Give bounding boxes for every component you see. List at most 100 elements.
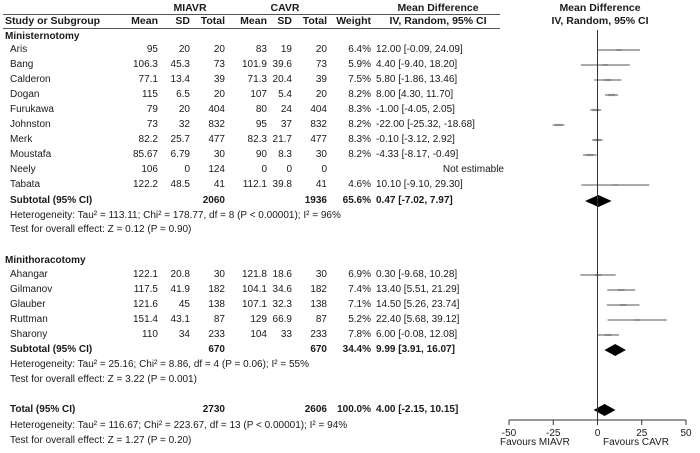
- cell-weight: 8.3%: [348, 134, 371, 145]
- cell-sd2: 34.6: [272, 284, 292, 295]
- cell-total2: 832: [310, 119, 327, 130]
- cell-total1: 87: [213, 314, 225, 325]
- study-square: [586, 153, 594, 157]
- cell-total2: 73: [315, 59, 327, 70]
- cell-sd1: 45: [178, 299, 190, 310]
- study-ci-text: -22.00 [-25.32, -18.68]: [376, 119, 475, 130]
- cell-sd2: 24: [280, 104, 292, 115]
- subtotal-ci-text: 0.47 [-7.02, 7.97]: [376, 195, 453, 206]
- cell-sd2: 37: [280, 119, 292, 130]
- study-square: [612, 184, 619, 186]
- cell-sd1: 20: [178, 104, 190, 115]
- study-name: Dogan: [10, 89, 40, 100]
- cell-total2: 41: [315, 179, 327, 190]
- cell-total1: 477: [208, 134, 225, 145]
- cell-mean2: 95: [255, 119, 267, 130]
- cell-mean1: 115: [142, 89, 158, 100]
- cell-sd2: 8.3: [278, 149, 292, 160]
- md-header-title: Mean Difference: [397, 2, 479, 14]
- cell-mean1: 121.6: [132, 299, 158, 310]
- cell-sd2: 39.8: [272, 179, 292, 190]
- col-total1-header: Total: [200, 15, 225, 27]
- plot-header-title: Mean Difference: [559, 2, 641, 14]
- x-tick-label: 0: [595, 428, 601, 439]
- subtotal-total1: 2060: [202, 195, 225, 206]
- cell-mean1: 122.2: [132, 179, 158, 190]
- cell-mean2: 107.1: [241, 299, 267, 310]
- cell-total1: 182: [208, 284, 225, 295]
- subgroup-title: Minithoracotomy: [5, 255, 86, 266]
- overall-effect-text: Test for overall effect: Z = 3.22 (P = 0…: [10, 374, 197, 385]
- cell-sd2: 66.9: [272, 314, 292, 325]
- cell-mean2: 71.3: [247, 74, 267, 85]
- cell-sd2: 19: [280, 44, 292, 55]
- subtotal-weight: 34.4%: [342, 344, 371, 355]
- study-name: Neely: [10, 164, 36, 175]
- study-name: Gilmanov: [10, 284, 53, 295]
- total-total1: 2730: [202, 404, 225, 415]
- subtotal-label: Subtotal (95% CI): [10, 195, 93, 206]
- study-square: [555, 123, 563, 127]
- cell-mean2: 112.1: [242, 179, 267, 190]
- study-ci-text: 4.40 [-9.40, 18.20]: [376, 59, 458, 70]
- subgroup-title: Ministernotomy: [5, 31, 80, 42]
- cell-total2: 404: [310, 104, 327, 115]
- col-study-header: Study or Subgroup: [5, 15, 101, 27]
- cell-mean2: 104: [250, 329, 267, 340]
- cell-mean2: 129: [250, 314, 267, 325]
- cell-sd2: 20.4: [272, 74, 292, 85]
- study-name: Furukawa: [10, 104, 54, 115]
- study-square: [592, 108, 600, 112]
- heterogeneity-text: Heterogeneity: Tau² = 25.16; Chi² = 8.86…: [10, 359, 309, 370]
- cell-sd2: 39.6: [272, 59, 292, 70]
- cell-total1: 124: [208, 164, 225, 175]
- study-ci-text: 0.30 [-9.68, 10.28]: [376, 269, 458, 280]
- study-square: [619, 303, 627, 307]
- cell-total1: 39: [213, 74, 225, 85]
- study-square: [615, 49, 622, 51]
- cell-sd1: 48.5: [170, 179, 190, 190]
- col-mean2-header: Mean: [240, 15, 267, 27]
- cell-weight: 7.5%: [348, 74, 371, 85]
- study-ci-text: 8.00 [4.30, 11.70]: [376, 89, 454, 100]
- cell-weight: 5.9%: [348, 59, 371, 70]
- subtotal-label: Subtotal (95% CI): [10, 344, 93, 355]
- cell-weight: 8.2%: [348, 149, 371, 160]
- header-divider-bottom: [3, 28, 500, 29]
- cell-mean1: 117.5: [133, 284, 158, 295]
- md-header-subtitle: IV, Random, 95% CI: [389, 15, 487, 27]
- total-ci-text: 4.00 [-2.15, 10.15]: [376, 404, 459, 415]
- col-mean1-header: Mean: [131, 15, 158, 27]
- total-heterogeneity-text: Heterogeneity: Tau² = 116.67; Chi² = 223…: [10, 420, 348, 431]
- group2-header: CAVR: [270, 2, 300, 14]
- study-name: Moustafa: [10, 149, 52, 160]
- total-label: Total (95% CI): [10, 404, 76, 415]
- study-name: Aris: [10, 44, 28, 55]
- study-ci-text: 6.00 [-0.08, 12.08]: [376, 329, 458, 340]
- cell-sd1: 20: [178, 44, 190, 55]
- col-weight-header: Weight: [336, 15, 371, 27]
- cell-sd1: 45.3: [170, 59, 190, 70]
- study-ci-text: Not estimable: [442, 164, 504, 175]
- cell-sd1: 13.4: [170, 74, 190, 85]
- cell-sd2: 33: [280, 329, 292, 340]
- cell-sd1: 43.1: [170, 314, 190, 325]
- cell-sd2: 32.3: [272, 299, 292, 310]
- study-ci-text: 13.40 [5.51, 21.29]: [376, 284, 460, 295]
- cell-total2: 30: [315, 269, 327, 280]
- cell-mean2: 90: [255, 149, 267, 160]
- study-name: Bang: [10, 59, 34, 70]
- cell-mean2: 80: [255, 104, 267, 115]
- cell-weight: 7.4%: [348, 284, 371, 295]
- study-name: Ahangar: [10, 269, 48, 280]
- cell-total2: 0: [321, 164, 327, 175]
- cell-total2: 39: [315, 74, 327, 85]
- cell-total2: 477: [310, 134, 327, 145]
- cell-mean1: 106: [141, 164, 158, 175]
- study-name: Tabata: [10, 179, 41, 190]
- study-ci-text: -4.33 [-8.17, -0.49]: [376, 149, 459, 160]
- cell-sd1: 41.9: [170, 284, 190, 295]
- cell-mean1: 110: [142, 329, 158, 340]
- cell-sd1: 25.7: [170, 134, 190, 145]
- cell-sd1: 6.79: [170, 149, 190, 160]
